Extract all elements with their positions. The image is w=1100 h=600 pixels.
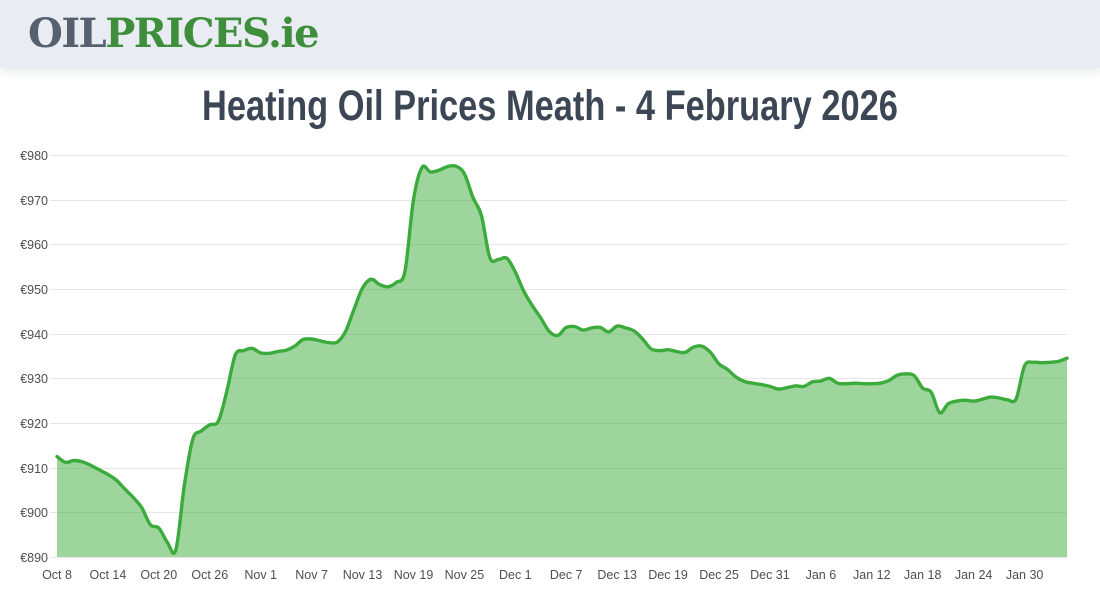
x-axis-tick-label: Jan 30 (1006, 568, 1044, 582)
x-axis-tick-label: Oct 26 (191, 568, 228, 582)
y-axis-tick-label: €920 (20, 417, 48, 431)
site-logo[interactable]: OILPRICES.ie (28, 14, 320, 54)
logo-tld-text: .ie (268, 10, 320, 57)
x-axis-tick-label: Dec 7 (550, 568, 583, 582)
x-axis-tick-label: Oct 8 (42, 568, 72, 582)
y-axis-tick-label: €970 (20, 194, 48, 208)
y-axis-tick-label: €910 (20, 462, 48, 476)
x-axis-tick-label: Jan 6 (806, 568, 837, 582)
logo-prices-text: PRICES (105, 10, 269, 57)
y-axis-tick-label: €960 (20, 238, 48, 252)
logo-oil-text: OIL (28, 10, 107, 57)
heating-oil-price-chart[interactable]: €890 €900 €910 €920 €930 €940 €950 €960 €970 €980… (0, 140, 1100, 600)
price-area-fill (57, 165, 1067, 558)
x-axis-tick-label: Dec 25 (699, 568, 739, 582)
x-axis-tick-label: Nov 25 (445, 568, 485, 582)
x-axis-tick-label: Dec 31 (750, 568, 790, 582)
y-axis-tick-label: €980 (20, 149, 48, 163)
x-axis-tick-label: Oct 20 (140, 568, 177, 582)
x-axis-tick-label: Dec 1 (499, 568, 532, 582)
x-axis-tick-label: Nov 13 (343, 568, 383, 582)
y-axis-tick-label: €890 (20, 551, 48, 565)
x-axis-tick-label: Oct 14 (89, 568, 126, 582)
y-axis-tick-label: €940 (20, 328, 48, 342)
x-axis-tick-label: Jan 18 (904, 568, 942, 582)
y-axis-tick-label: €950 (20, 283, 48, 297)
x-axis-tick-label: Jan 12 (853, 568, 891, 582)
y-axis-tick-label: €900 (20, 506, 48, 520)
site-header: OILPRICES.ie (0, 0, 1100, 68)
x-axis-tick-label: Nov 1 (244, 568, 277, 582)
x-axis-tick-label: Dec 13 (597, 568, 637, 582)
page-title: Heating Oil Prices Meath - 4 February 20… (202, 82, 898, 130)
x-axis-tick-label: Nov 7 (295, 568, 328, 582)
x-axis-tick-label: Dec 19 (648, 568, 688, 582)
title-row: Heating Oil Prices Meath - 4 February 20… (0, 82, 1100, 136)
y-axis-tick-label: €930 (20, 372, 48, 386)
price-line-series[interactable] (55, 163, 1069, 555)
x-axis-tick-label: Jan 24 (955, 568, 993, 582)
x-axis-tick-label: Nov 19 (394, 568, 434, 582)
